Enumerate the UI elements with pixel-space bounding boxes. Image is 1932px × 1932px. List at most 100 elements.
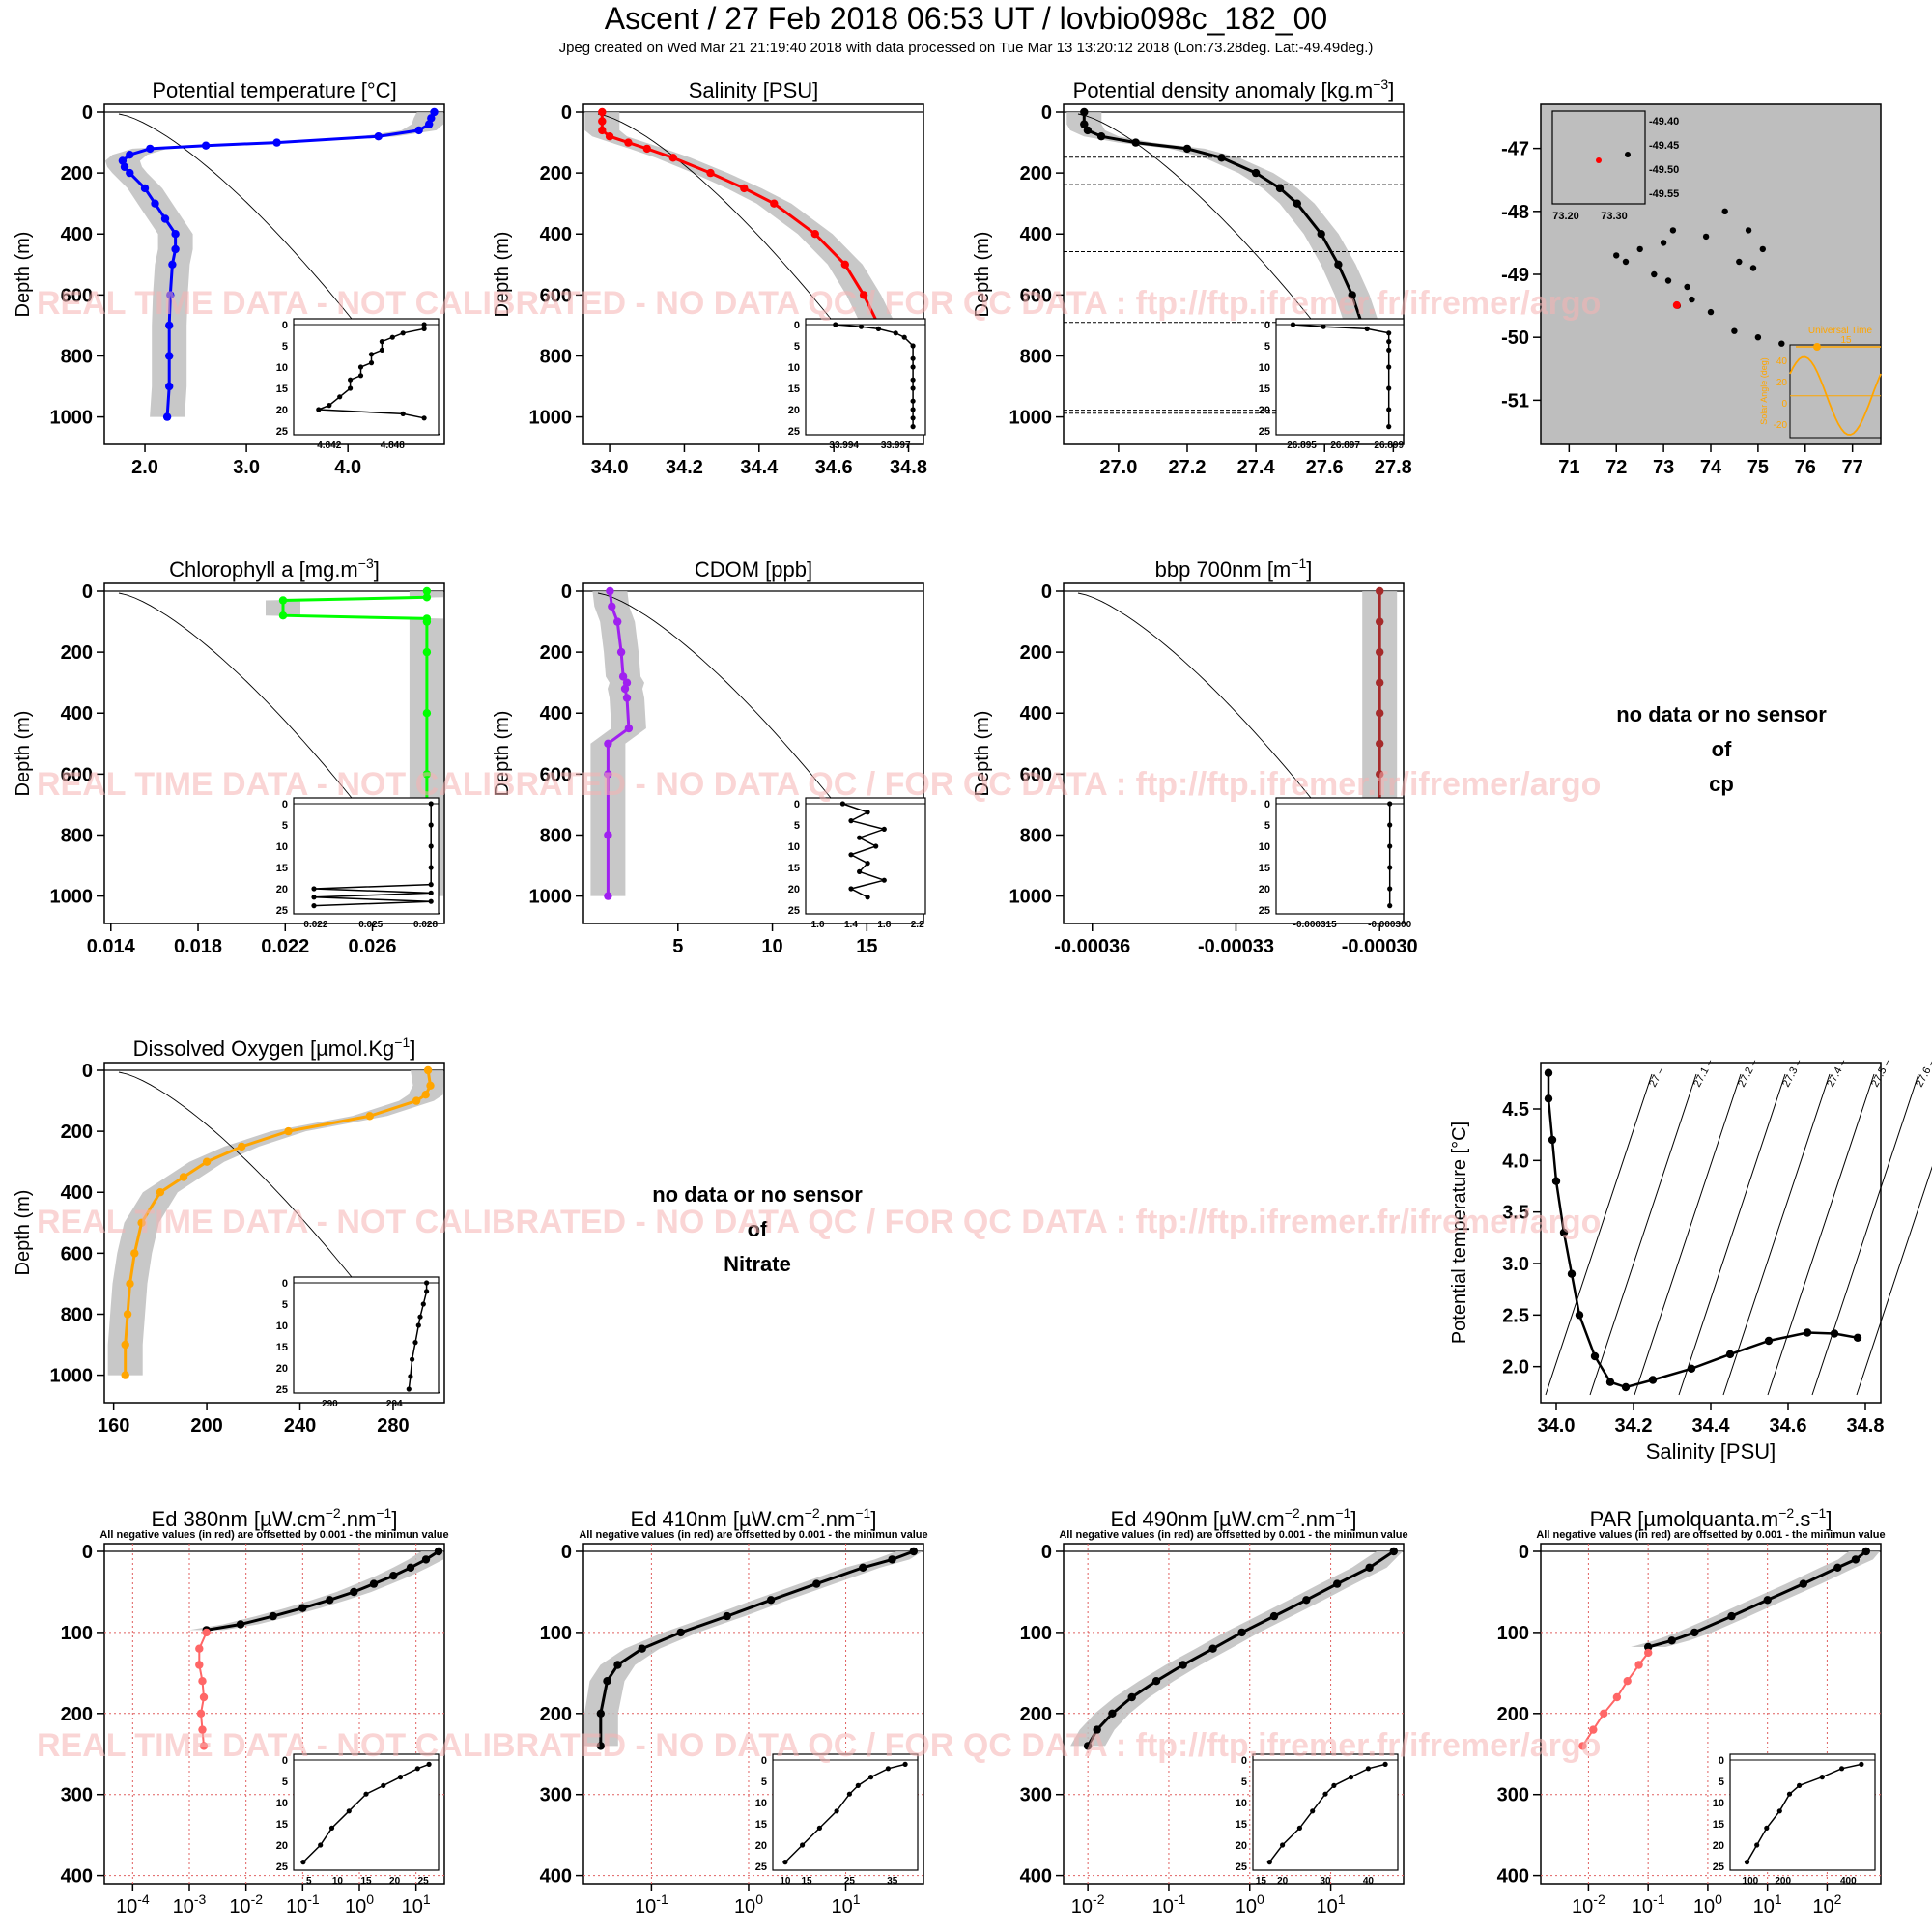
inset-frame: [1275, 318, 1405, 436]
inset-point: [855, 1782, 861, 1788]
map-lat-label: -51: [1501, 390, 1529, 412]
inset-y-tick-label: 25: [788, 905, 800, 917]
inset-point: [839, 801, 846, 807]
x-tick-label: 15: [856, 936, 877, 957]
chart-ed380: Ed 380nm [µW.cm−2.nm−1]All negative valu…: [61, 1505, 449, 1918]
inset-point: [858, 324, 865, 329]
title-part: ]: [1388, 78, 1394, 102]
inset-y-tick-label: 20: [276, 884, 288, 895]
title-superscript: −1: [1810, 1505, 1826, 1520]
inset-y-tick-label: 5: [282, 1299, 288, 1311]
data-point: [195, 1661, 204, 1669]
inset-point: [389, 334, 395, 340]
data-point: [1589, 1725, 1598, 1734]
tick-exponent: 0: [1257, 1891, 1264, 1907]
inset-x-tick-label: 4.842: [317, 440, 341, 451]
inset-point: [868, 1775, 874, 1780]
inset-x-tick-label: 20: [389, 1876, 401, 1887]
trajectory-point: [1689, 296, 1695, 303]
inset-point: [865, 810, 870, 815]
data-point: [1687, 1364, 1696, 1374]
inset-y-tick-label: 15: [276, 863, 288, 874]
x-tick-label: 10-1: [635, 1891, 668, 1918]
data-point: [1575, 1311, 1584, 1320]
y-tick-label: 0: [1519, 1542, 1529, 1563]
inset-point: [1296, 1825, 1302, 1831]
data-point: [1600, 1709, 1608, 1719]
data-point: [1559, 1228, 1569, 1237]
data-point: [1376, 739, 1384, 748]
chart-title: bbp 700nm [m−1]: [1155, 555, 1313, 582]
data-point: [389, 1572, 398, 1580]
x-tick-label: 0.022: [261, 936, 309, 957]
y-axis-label: Depth (m): [13, 1190, 34, 1276]
inset-y-tick-label: 10: [276, 841, 288, 853]
data-point: [1634, 1661, 1643, 1669]
x-tick-label: 101: [832, 1891, 861, 1918]
data-point: [406, 1563, 415, 1573]
data-point: [198, 1677, 207, 1686]
chart-ts: 27 –27.1 –27.2 –27.3 –27.4 –27.5 –27.6 –…: [1449, 1057, 1932, 1463]
inset-point: [1310, 1808, 1316, 1814]
data-point: [1179, 1661, 1187, 1669]
data-point: [137, 1218, 146, 1228]
sun-axis-label: Solar Angle (deg): [1759, 357, 1769, 425]
y-tick-label: 0: [561, 582, 572, 603]
inset-x-tick-label: 1.4: [844, 920, 858, 930]
tick-exponent: 1: [1338, 1891, 1346, 1907]
isopycnal-label: 27.6 –: [1914, 1057, 1932, 1089]
data-point: [606, 586, 614, 596]
inset-point: [357, 373, 364, 379]
inset-point: [1290, 322, 1296, 327]
inset-y-tick-label: 25: [1713, 1861, 1724, 1873]
inset-point: [337, 394, 343, 400]
inset-point: [833, 322, 838, 327]
y-axis-label: Depth (m): [492, 232, 513, 318]
isopycnal-line: [1634, 1073, 1742, 1396]
zoom-previous-point: [1625, 152, 1631, 157]
inset-point: [417, 1314, 423, 1320]
no-data-cp: no data or no sensor of cp: [1616, 702, 1827, 796]
inset-point: [348, 377, 354, 383]
inset-y-tick-label: 10: [788, 362, 800, 374]
y-tick-label: 0: [561, 102, 572, 124]
y-tick-label: 0: [1041, 102, 1052, 124]
inset-y-tick-label: 20: [788, 405, 800, 416]
data-point: [1365, 1563, 1374, 1573]
inset-point: [910, 377, 916, 383]
x-tick-label: 280: [377, 1415, 409, 1436]
inset-y-tick-label: 5: [1264, 341, 1270, 353]
data-point: [1833, 1563, 1842, 1573]
data-point: [1567, 1269, 1577, 1278]
x-tick-label: 4.0: [334, 457, 361, 478]
data-point: [613, 617, 622, 626]
inset-x-tick-label: 0.025: [358, 920, 383, 930]
inset-point: [1322, 1791, 1328, 1797]
inset-y-tick-label: 10: [1259, 841, 1270, 853]
inset-y-tick-label: 0: [794, 320, 800, 331]
map-lon-label: 74: [1700, 457, 1722, 478]
inset-x-tick-label: 15: [1256, 1876, 1267, 1887]
data-point: [121, 1371, 129, 1379]
no-data-nitrate-line3: Nitrate: [724, 1252, 791, 1276]
x-tick-label: 101: [1317, 1891, 1346, 1918]
y-tick-label: 600: [61, 1243, 93, 1264]
data-point: [1763, 1596, 1772, 1605]
data-point: [272, 138, 281, 147]
inset-point: [875, 326, 882, 331]
inset-point: [368, 360, 375, 366]
sun-angle-tick: -20: [1774, 420, 1788, 431]
data-point: [422, 709, 432, 718]
data-point: [1376, 647, 1384, 657]
inset-surface: 0 5 10 15 20 25 4.842 4.848: [276, 318, 440, 451]
data-point: [423, 1065, 433, 1075]
data-point: [422, 586, 432, 596]
data-point: [198, 1725, 207, 1734]
inset-surface: 0 5 10 15 20 25 -0.000315 -0.000300: [1259, 797, 1412, 930]
inset-x-tick-label: 25: [418, 1876, 430, 1887]
isopycnal-line: [1545, 1073, 1653, 1396]
data-point: [201, 141, 211, 150]
inset-point: [910, 415, 916, 421]
y-tick-label: 300: [1497, 1785, 1529, 1806]
tick-exponent: 0: [1715, 1891, 1722, 1907]
